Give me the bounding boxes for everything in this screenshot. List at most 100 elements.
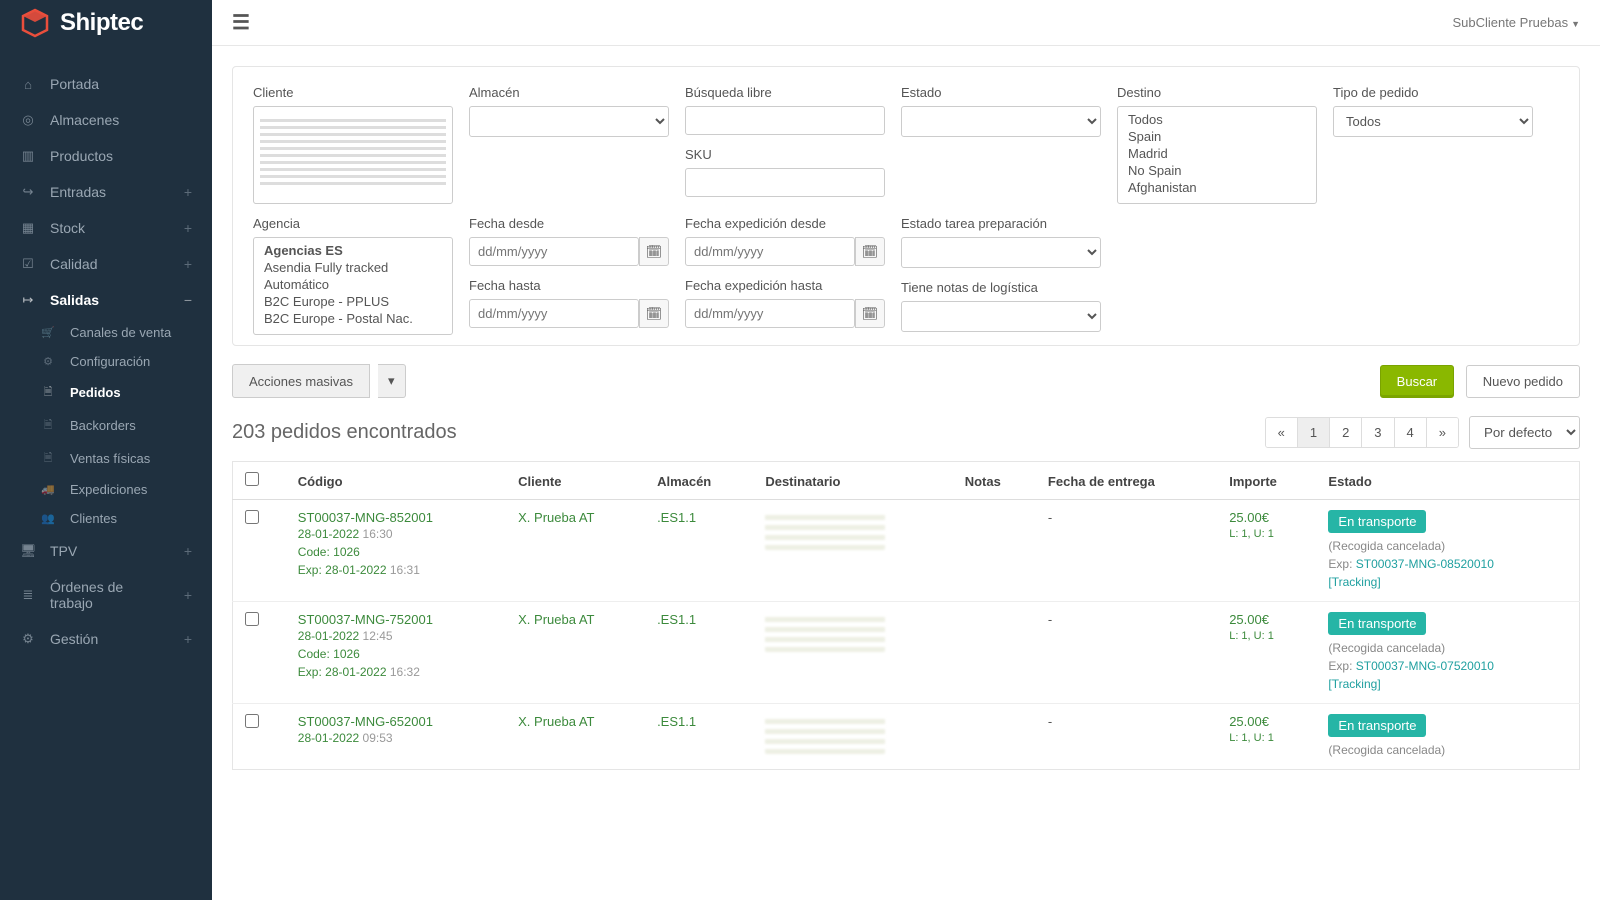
etarea-below-select[interactable] (901, 301, 1101, 332)
subnav-item-ventas-físicas[interactable]: 🗎 Ventas físicas (20, 442, 212, 475)
page-3[interactable]: 3 (1362, 418, 1394, 447)
user-dropdown[interactable]: SubCliente Pruebas▼ (1452, 15, 1580, 30)
page-»[interactable]: » (1427, 418, 1458, 447)
col-Código: Código (286, 462, 506, 500)
row-checkbox[interactable] (245, 612, 259, 626)
status-detail: (Recogida cancelada) Exp: ST00037-MNG-07… (1328, 639, 1567, 693)
nav-item-portada[interactable]: ⌂ Portada (0, 66, 212, 102)
tracking-link[interactable]: [Tracking] (1328, 677, 1380, 691)
busqueda-below-input[interactable] (685, 168, 885, 197)
page-4[interactable]: 4 (1395, 418, 1427, 447)
filter-tipo: Tipo de pedidoTodos (1333, 85, 1533, 204)
tipo-select[interactable]: Todos (1333, 106, 1533, 137)
nav-item-productos[interactable]: ▥ Productos (0, 138, 212, 174)
order-code-link[interactable]: ST00037-MNG-652001 (298, 714, 433, 729)
warehouse-link[interactable]: .ES1.1 (657, 612, 696, 627)
busqueda-input[interactable] (685, 106, 885, 135)
search-button[interactable]: Buscar (1380, 365, 1454, 398)
pager: «1234» (1265, 417, 1459, 448)
filter-label: Fecha expedición hasta (685, 278, 885, 293)
nav-item-órdenes-de-trabajo[interactable]: ≣ Órdenes de trabajo + (0, 569, 212, 621)
col-Destinatario: Destinatario (753, 462, 952, 500)
client-link[interactable]: X. Prueba AT (518, 714, 594, 729)
order-code-link[interactable]: ST00037-MNG-852001 (298, 510, 433, 525)
filter-label: Estado (901, 85, 1101, 100)
nav-item-gestión[interactable]: ⚙ Gestión + (0, 621, 212, 657)
bulk-actions-button[interactable]: Acciones masivas (232, 364, 370, 398)
fexpd-below-input[interactable] (685, 299, 855, 328)
table-row: ST00037-MNG-852001 28-01-2022 16:30 Code… (233, 500, 1580, 602)
order-meta: 28-01-2022 16:30 Code: 1026 Exp: 28-01-2… (298, 525, 494, 579)
client-link[interactable]: X. Prueba AT (518, 612, 594, 627)
subnav-item-backorders[interactable]: 🗎 Backorders (20, 409, 212, 442)
select-all-checkbox[interactable] (245, 472, 259, 486)
warehouse-link[interactable]: .ES1.1 (657, 714, 696, 729)
orders-table: CódigoClienteAlmacénDestinatarioNotasFec… (232, 461, 1580, 770)
nav-item-tpv[interactable]: 🖥 TPV + (0, 533, 212, 569)
agencia-listbox[interactable]: Agencias ESAsendia Fully trackedAutomáti… (253, 237, 453, 335)
login-icon: ↪ (20, 184, 36, 200)
order-code-link[interactable]: ST00037-MNG-752001 (298, 612, 433, 627)
nav-item-salidas[interactable]: ↦ Salidas − (0, 282, 212, 318)
cart-icon: 🛒 (40, 326, 56, 339)
status-badge: En transporte (1328, 510, 1426, 533)
subnav-item-clientes[interactable]: 👥 Clientes (20, 504, 212, 533)
listbox-option[interactable]: Spain (1120, 128, 1314, 145)
row-checkbox[interactable] (245, 714, 259, 728)
bulk-actions-caret[interactable]: ▾ (378, 364, 406, 398)
etarea-select[interactable] (901, 237, 1101, 268)
plus-icon: + (184, 184, 192, 200)
sort-select[interactable]: Por defecto (1469, 416, 1580, 449)
almacen-select[interactable] (469, 106, 669, 137)
listbox-option[interactable]: Madrid (1120, 145, 1314, 162)
gear-icon: ⚙ (40, 355, 56, 368)
page-2[interactable]: 2 (1330, 418, 1362, 447)
tracking-link[interactable]: [Tracking] (1328, 575, 1380, 589)
nav-label: TPV (50, 543, 170, 559)
menu-toggle-icon[interactable]: ☰ (232, 10, 250, 35)
status-badge: En transporte (1328, 612, 1426, 635)
listbox-option[interactable]: Todos (1120, 111, 1314, 128)
nav-label: Configuración (70, 354, 192, 369)
delivery-date: - (1036, 704, 1217, 770)
expedition-link[interactable]: ST00037-MNG-07520010 (1356, 659, 1494, 673)
expedition-link[interactable]: ST00037-MNG-08520010 (1356, 557, 1494, 571)
fexpd-input[interactable] (685, 237, 855, 266)
plus-icon: + (184, 543, 192, 559)
calendar-icon[interactable]: 🗓 (855, 299, 885, 328)
subnav-item-canales-de-venta[interactable]: 🛒 Canales de venta (20, 318, 212, 347)
col-Cliente: Cliente (506, 462, 645, 500)
table-row: ST00037-MNG-752001 28-01-2022 12:45 Code… (233, 602, 1580, 704)
row-checkbox[interactable] (245, 510, 259, 524)
nav-item-entradas[interactable]: ↪ Entradas + (0, 174, 212, 210)
estado-select[interactable] (901, 106, 1101, 137)
nav-label: Órdenes de trabajo (50, 579, 170, 611)
calendar-icon[interactable]: 🗓 (855, 237, 885, 266)
fdesde-below-input[interactable] (469, 299, 639, 328)
filter-label: Fecha hasta (469, 278, 669, 293)
subnav-item-configuración[interactable]: ⚙ Configuración (20, 347, 212, 376)
fdesde-input[interactable] (469, 237, 639, 266)
page-«[interactable]: « (1266, 418, 1298, 447)
nav-item-stock[interactable]: ▦ Stock + (0, 210, 212, 246)
listbox-option[interactable]: B2C Europe - PPLUS (256, 293, 450, 310)
calendar-icon[interactable]: 🗓 (639, 299, 669, 328)
nav-item-calidad[interactable]: ☑ Calidad + (0, 246, 212, 282)
order-meta: 28-01-2022 12:45 Code: 1026 Exp: 28-01-2… (298, 627, 494, 681)
nav-item-almacenes[interactable]: ◎ Almacenes (0, 102, 212, 138)
page-1[interactable]: 1 (1298, 418, 1330, 447)
client-link[interactable]: X. Prueba AT (518, 510, 594, 525)
filter-label: Destino (1117, 85, 1317, 100)
cliente-listbox[interactable] (253, 106, 453, 204)
listbox-option[interactable]: Asendia Fully tracked (256, 259, 450, 276)
subnav-item-expediciones[interactable]: 🚚 Expediciones (20, 475, 212, 504)
listbox-option[interactable]: Afghanistan (1120, 179, 1314, 196)
listbox-option[interactable]: No Spain (1120, 162, 1314, 179)
warehouse-link[interactable]: .ES1.1 (657, 510, 696, 525)
listbox-option[interactable]: B2C Europe - Postal Nac. (256, 310, 450, 327)
new-order-button[interactable]: Nuevo pedido (1466, 365, 1580, 398)
calendar-icon[interactable]: 🗓 (639, 237, 669, 266)
subnav-item-pedidos[interactable]: 🗎 Pedidos (20, 376, 212, 409)
listbox-option[interactable]: Automático (256, 276, 450, 293)
destino-listbox[interactable]: TodosSpainMadridNo SpainAfghanistan (1117, 106, 1317, 204)
